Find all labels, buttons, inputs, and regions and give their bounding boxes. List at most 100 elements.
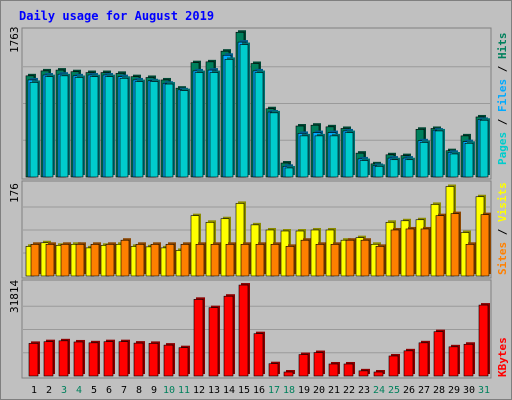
- hits-files-pages-bar-pages-day-29: [449, 151, 460, 178]
- kbytes-bar-kbytes-day-28: [433, 329, 445, 377]
- visits-max-label: 176: [8, 183, 21, 203]
- visits-sites-bar-sites-day-23: [360, 238, 371, 277]
- kbytes-bar-kbytes-day-19: [298, 352, 310, 377]
- legend-pages: Pages: [496, 132, 509, 165]
- hits-files-pages-bar-pages-day-5: [89, 74, 100, 178]
- hits-files-pages-bar-pages-day-1: [29, 80, 40, 178]
- legend-sep: /: [496, 118, 509, 125]
- hits-files-pages-bar-pages-day-25: [389, 157, 400, 178]
- hits-files-pages-bar-pages-day-31: [479, 118, 490, 178]
- visits-sites-bar-sites-day-7: [120, 238, 131, 277]
- legend-sites: Sites: [496, 242, 509, 275]
- kbytes-bar-kbytes-day-8: [133, 341, 145, 377]
- x-tick-label-day-16: 16: [253, 385, 265, 396]
- visits-sites-bar-sites-day-25: [390, 227, 401, 277]
- kbytes-bar-kbytes-day-14: [223, 294, 235, 377]
- hits-files-pages-bar-pages-day-6: [104, 74, 115, 178]
- x-tick-label-day-12: 12: [193, 385, 205, 396]
- kbytes-bar-kbytes-day-17: [268, 361, 280, 377]
- hits-files-pages-bar-pages-day-28: [434, 128, 445, 178]
- visits-sites-bar-sites-day-31: [480, 212, 491, 277]
- visits-sites-bar-visits-day-15: [235, 201, 246, 277]
- kbytes-bar-kbytes-day-22: [343, 361, 355, 377]
- visits-sites-bar-sites-day-30: [465, 242, 476, 277]
- x-tick-label-day-2: 2: [46, 385, 52, 396]
- visits-sites-bar-sites-day-2: [45, 242, 56, 277]
- kbytes-bar-kbytes-day-15: [238, 283, 250, 377]
- kbytes-bar-kbytes-day-21: [328, 361, 340, 377]
- visits-sites-bar-sites-day-6: [105, 242, 116, 277]
- x-tick-label-day-30: 30: [463, 385, 475, 396]
- hits-files-pages-bar-pages-day-27: [419, 140, 430, 178]
- x-tick-label-day-1: 1: [31, 385, 37, 396]
- hits-files-pages-bar-pages-day-26: [404, 157, 415, 178]
- visits-sites-bar-sites-day-4: [75, 242, 86, 277]
- x-tick-label-day-8: 8: [136, 385, 142, 396]
- x-tick-label-day-29: 29: [448, 385, 460, 396]
- x-tick-label-day-20: 20: [313, 385, 325, 396]
- kbytes-bar-kbytes-day-23: [358, 368, 370, 377]
- legend-visits: Visits: [496, 182, 509, 222]
- visits-sites-bar-sites-day-27: [420, 226, 431, 277]
- hits-files-pages-bar-pages-day-20: [314, 133, 325, 178]
- visits-sites-bar-sites-day-5: [90, 242, 101, 277]
- kbytes-bar-kbytes-day-9: [148, 341, 160, 377]
- bars: [25, 30, 491, 377]
- hits-files-pages-bar-pages-day-10: [164, 82, 175, 178]
- visits-sites-bar-sites-day-18: [285, 244, 296, 277]
- legend-files: Files: [496, 79, 509, 112]
- kbytes-bar-kbytes-day-4: [73, 339, 85, 377]
- visits-sites-bar-sites-day-29: [450, 211, 461, 277]
- x-tick-label-day-4: 4: [76, 385, 82, 396]
- hits-files-pages-bar-pages-day-16: [254, 70, 265, 178]
- x-tick-label-day-28: 28: [433, 385, 445, 396]
- hits-files-pages-bar-pages-day-17: [269, 110, 280, 178]
- visits-sites-bar-sites-day-19: [300, 238, 311, 277]
- kbytes-max-label: 31814: [8, 280, 21, 313]
- hits-legend: Pages / Files / Hits: [496, 33, 509, 166]
- x-tick-label-day-27: 27: [418, 385, 430, 396]
- hits-files-pages-bar-pages-day-9: [149, 79, 160, 178]
- hits-files-pages-bar-pages-day-22: [344, 130, 355, 178]
- kbytes-bar-kbytes-day-25: [388, 353, 400, 377]
- x-tick-label-day-24: 24: [373, 385, 385, 396]
- x-tick-label-day-5: 5: [91, 385, 97, 396]
- kbytes-bar-kbytes-day-2: [43, 339, 55, 377]
- x-tick-label-day-14: 14: [223, 385, 235, 396]
- kbytes-bar-kbytes-day-13: [208, 305, 220, 377]
- kbytes-bar-kbytes-day-11: [178, 345, 190, 377]
- x-tick-label-day-21: 21: [328, 385, 340, 396]
- hits-files-pages-bar-pages-day-19: [299, 133, 310, 178]
- visits-sites-bar-sites-day-13: [210, 242, 221, 277]
- visits-sites-bar-sites-day-22: [345, 238, 356, 277]
- x-tick-label-day-23: 23: [358, 385, 370, 396]
- x-tick-label-day-31: 31: [478, 385, 490, 396]
- x-tick-label-day-17: 17: [268, 385, 280, 396]
- hits-files-pages-bar-pages-day-13: [209, 70, 220, 178]
- visits-sites-bar-sites-day-28: [435, 213, 446, 277]
- hits-files-pages-bar-pages-day-4: [74, 75, 85, 178]
- visits-sites-bar-sites-day-11: [180, 242, 191, 277]
- x-tick-label-day-19: 19: [298, 385, 310, 396]
- x-tick-label-day-10: 10: [163, 385, 175, 396]
- kbytes-bar-kbytes-day-31: [478, 303, 490, 377]
- kbytes-bar-kbytes-day-12: [193, 297, 205, 377]
- hits-files-pages-bar-pages-day-21: [329, 133, 340, 178]
- hits-files-pages-bar-pages-day-24: [374, 164, 385, 178]
- visits-sites-bar-sites-day-1: [30, 242, 41, 277]
- kbytes-bar-kbytes-day-5: [88, 340, 100, 377]
- x-tick-label-day-26: 26: [403, 385, 415, 396]
- visits-sites-bar-sites-day-20: [315, 242, 326, 277]
- hits-files-pages-bar-pages-day-2: [44, 74, 55, 178]
- kbytes-bar-kbytes-day-1: [28, 341, 40, 377]
- visits-sites-bar-sites-day-17: [270, 242, 281, 277]
- hits-files-pages-bar-pages-day-15: [239, 42, 250, 178]
- x-tick-label-day-11: 11: [178, 385, 190, 396]
- kbytes-bar-kbytes-day-24: [373, 369, 385, 377]
- legend-sep: /: [496, 65, 509, 72]
- kbytes-bar-kbytes-day-29: [448, 344, 460, 377]
- hits-files-pages-bar-pages-day-3: [59, 73, 70, 178]
- hits-max-label: 1763: [8, 27, 21, 54]
